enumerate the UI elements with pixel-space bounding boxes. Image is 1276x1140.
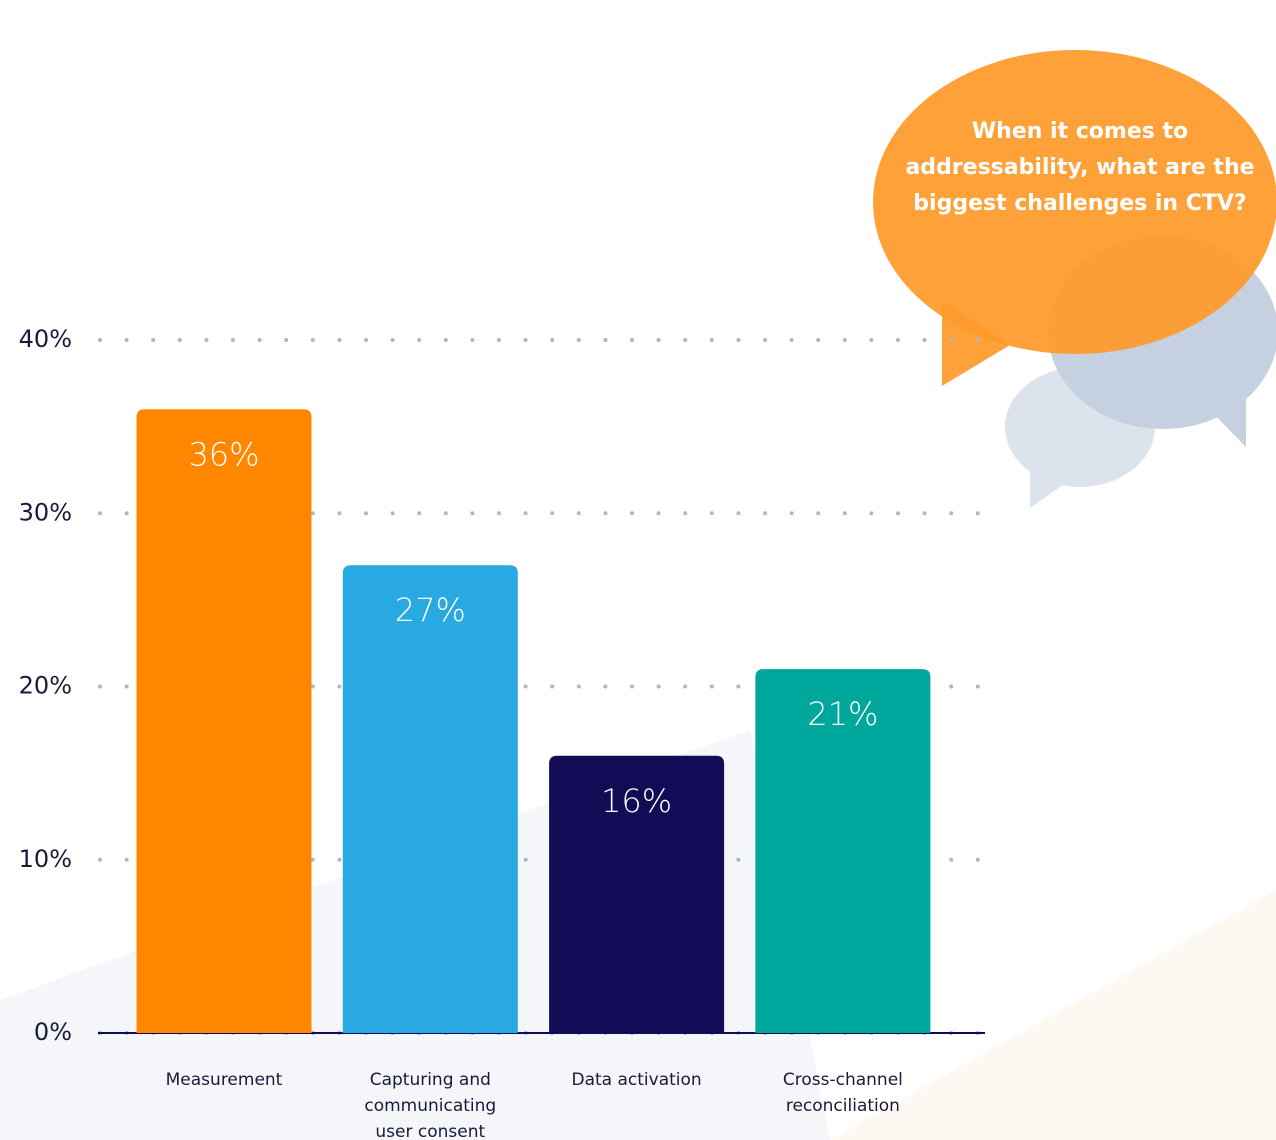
bar xyxy=(755,669,931,1033)
background-shape xyxy=(830,890,1276,1140)
y-tick-label: 0% xyxy=(34,1018,72,1046)
value-label: 36% xyxy=(188,435,259,473)
speech-bubbles xyxy=(873,50,1276,508)
value-label: 21% xyxy=(807,695,878,733)
value-label: 16% xyxy=(601,782,672,820)
bar xyxy=(549,755,725,1033)
bar xyxy=(342,565,518,1033)
bar xyxy=(136,409,312,1033)
x-tick-label: Cross-channel reconciliation xyxy=(782,1070,903,1116)
x-tick-label: Data activation xyxy=(571,1070,702,1090)
x-tick-label: Measurement xyxy=(165,1070,283,1090)
value-label: 27% xyxy=(395,591,466,629)
y-tick-label: 20% xyxy=(19,672,72,700)
x-tick-label: Capturing and communicating user consent xyxy=(364,1070,497,1140)
y-tick-label: 40% xyxy=(19,325,72,353)
y-tick-label: 10% xyxy=(19,845,72,873)
y-tick-label: 30% xyxy=(19,498,72,526)
chart-title: When it comes to addressability, what ar… xyxy=(905,119,1255,216)
